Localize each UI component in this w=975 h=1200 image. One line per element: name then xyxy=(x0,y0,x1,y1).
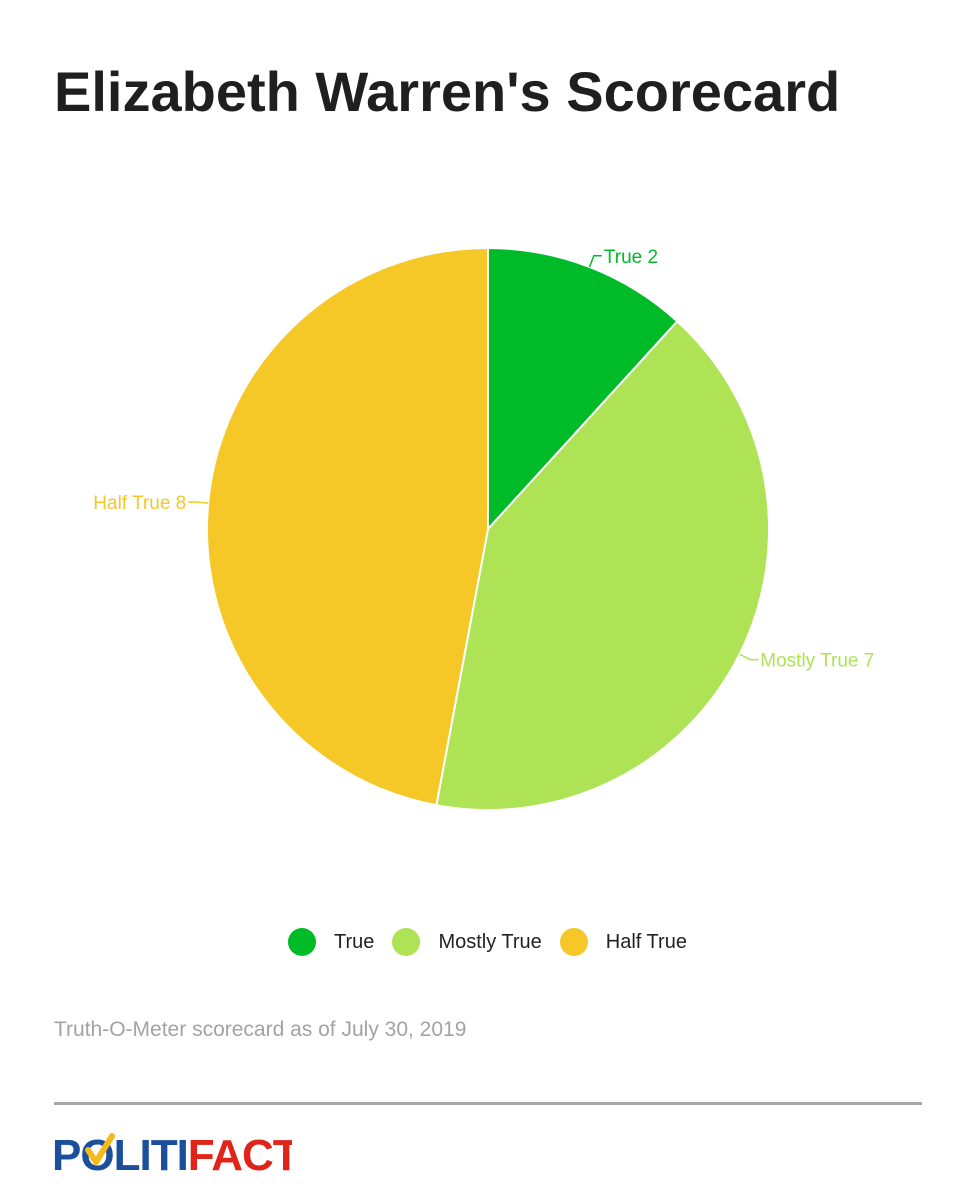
legend-swatch-half-true xyxy=(559,928,588,956)
slice-label-true: True 2 xyxy=(604,247,658,268)
pie-slice-true[interactable] xyxy=(487,246,679,532)
legend-item-true[interactable]: True xyxy=(288,928,374,956)
legend-swatch-mostly-true xyxy=(392,928,421,956)
chart-legend: True Mostly True Half True xyxy=(0,928,975,956)
pie-slice-half-true[interactable] xyxy=(206,246,489,807)
slice-leader-line-mostly-true xyxy=(739,653,759,661)
logo-p: P xyxy=(52,1131,80,1180)
logo-liti: LITI xyxy=(114,1131,188,1180)
legend-item-half-true[interactable]: Half True xyxy=(559,928,687,956)
logo-check-icon xyxy=(85,1133,115,1165)
politifact-logo[interactable]: POLITIFACT xyxy=(52,1128,292,1180)
slice-label-mostly-true: Mostly True 7 xyxy=(760,651,874,672)
footer-divider xyxy=(54,1102,922,1105)
slice-leader-line-true xyxy=(588,255,602,268)
slice-label-half-true: Half True 8 xyxy=(93,493,186,514)
svg-text:POLITIFACT: POLITIFACT xyxy=(52,1131,292,1180)
page-title: Elizabeth Warren's Scorecard xyxy=(54,60,841,123)
slice-leader-line-half-true xyxy=(188,501,209,504)
legend-swatch-true xyxy=(288,928,317,956)
legend-label-mostly-true: Mostly True xyxy=(438,930,542,953)
pie-slice-mostly-true[interactable] xyxy=(435,319,770,811)
scorecard-date-note: Truth-O-Meter scorecard as of July 30, 2… xyxy=(54,1018,467,1041)
legend-label-half-true: Half True xyxy=(605,930,687,953)
legend-item-mostly-true[interactable]: Mostly True xyxy=(392,928,542,956)
pie-chart: True 2 Mostly True 7 Half True 8 xyxy=(93,246,874,811)
logo-fact: FACT xyxy=(188,1131,292,1180)
legend-label-true: True xyxy=(334,930,375,953)
